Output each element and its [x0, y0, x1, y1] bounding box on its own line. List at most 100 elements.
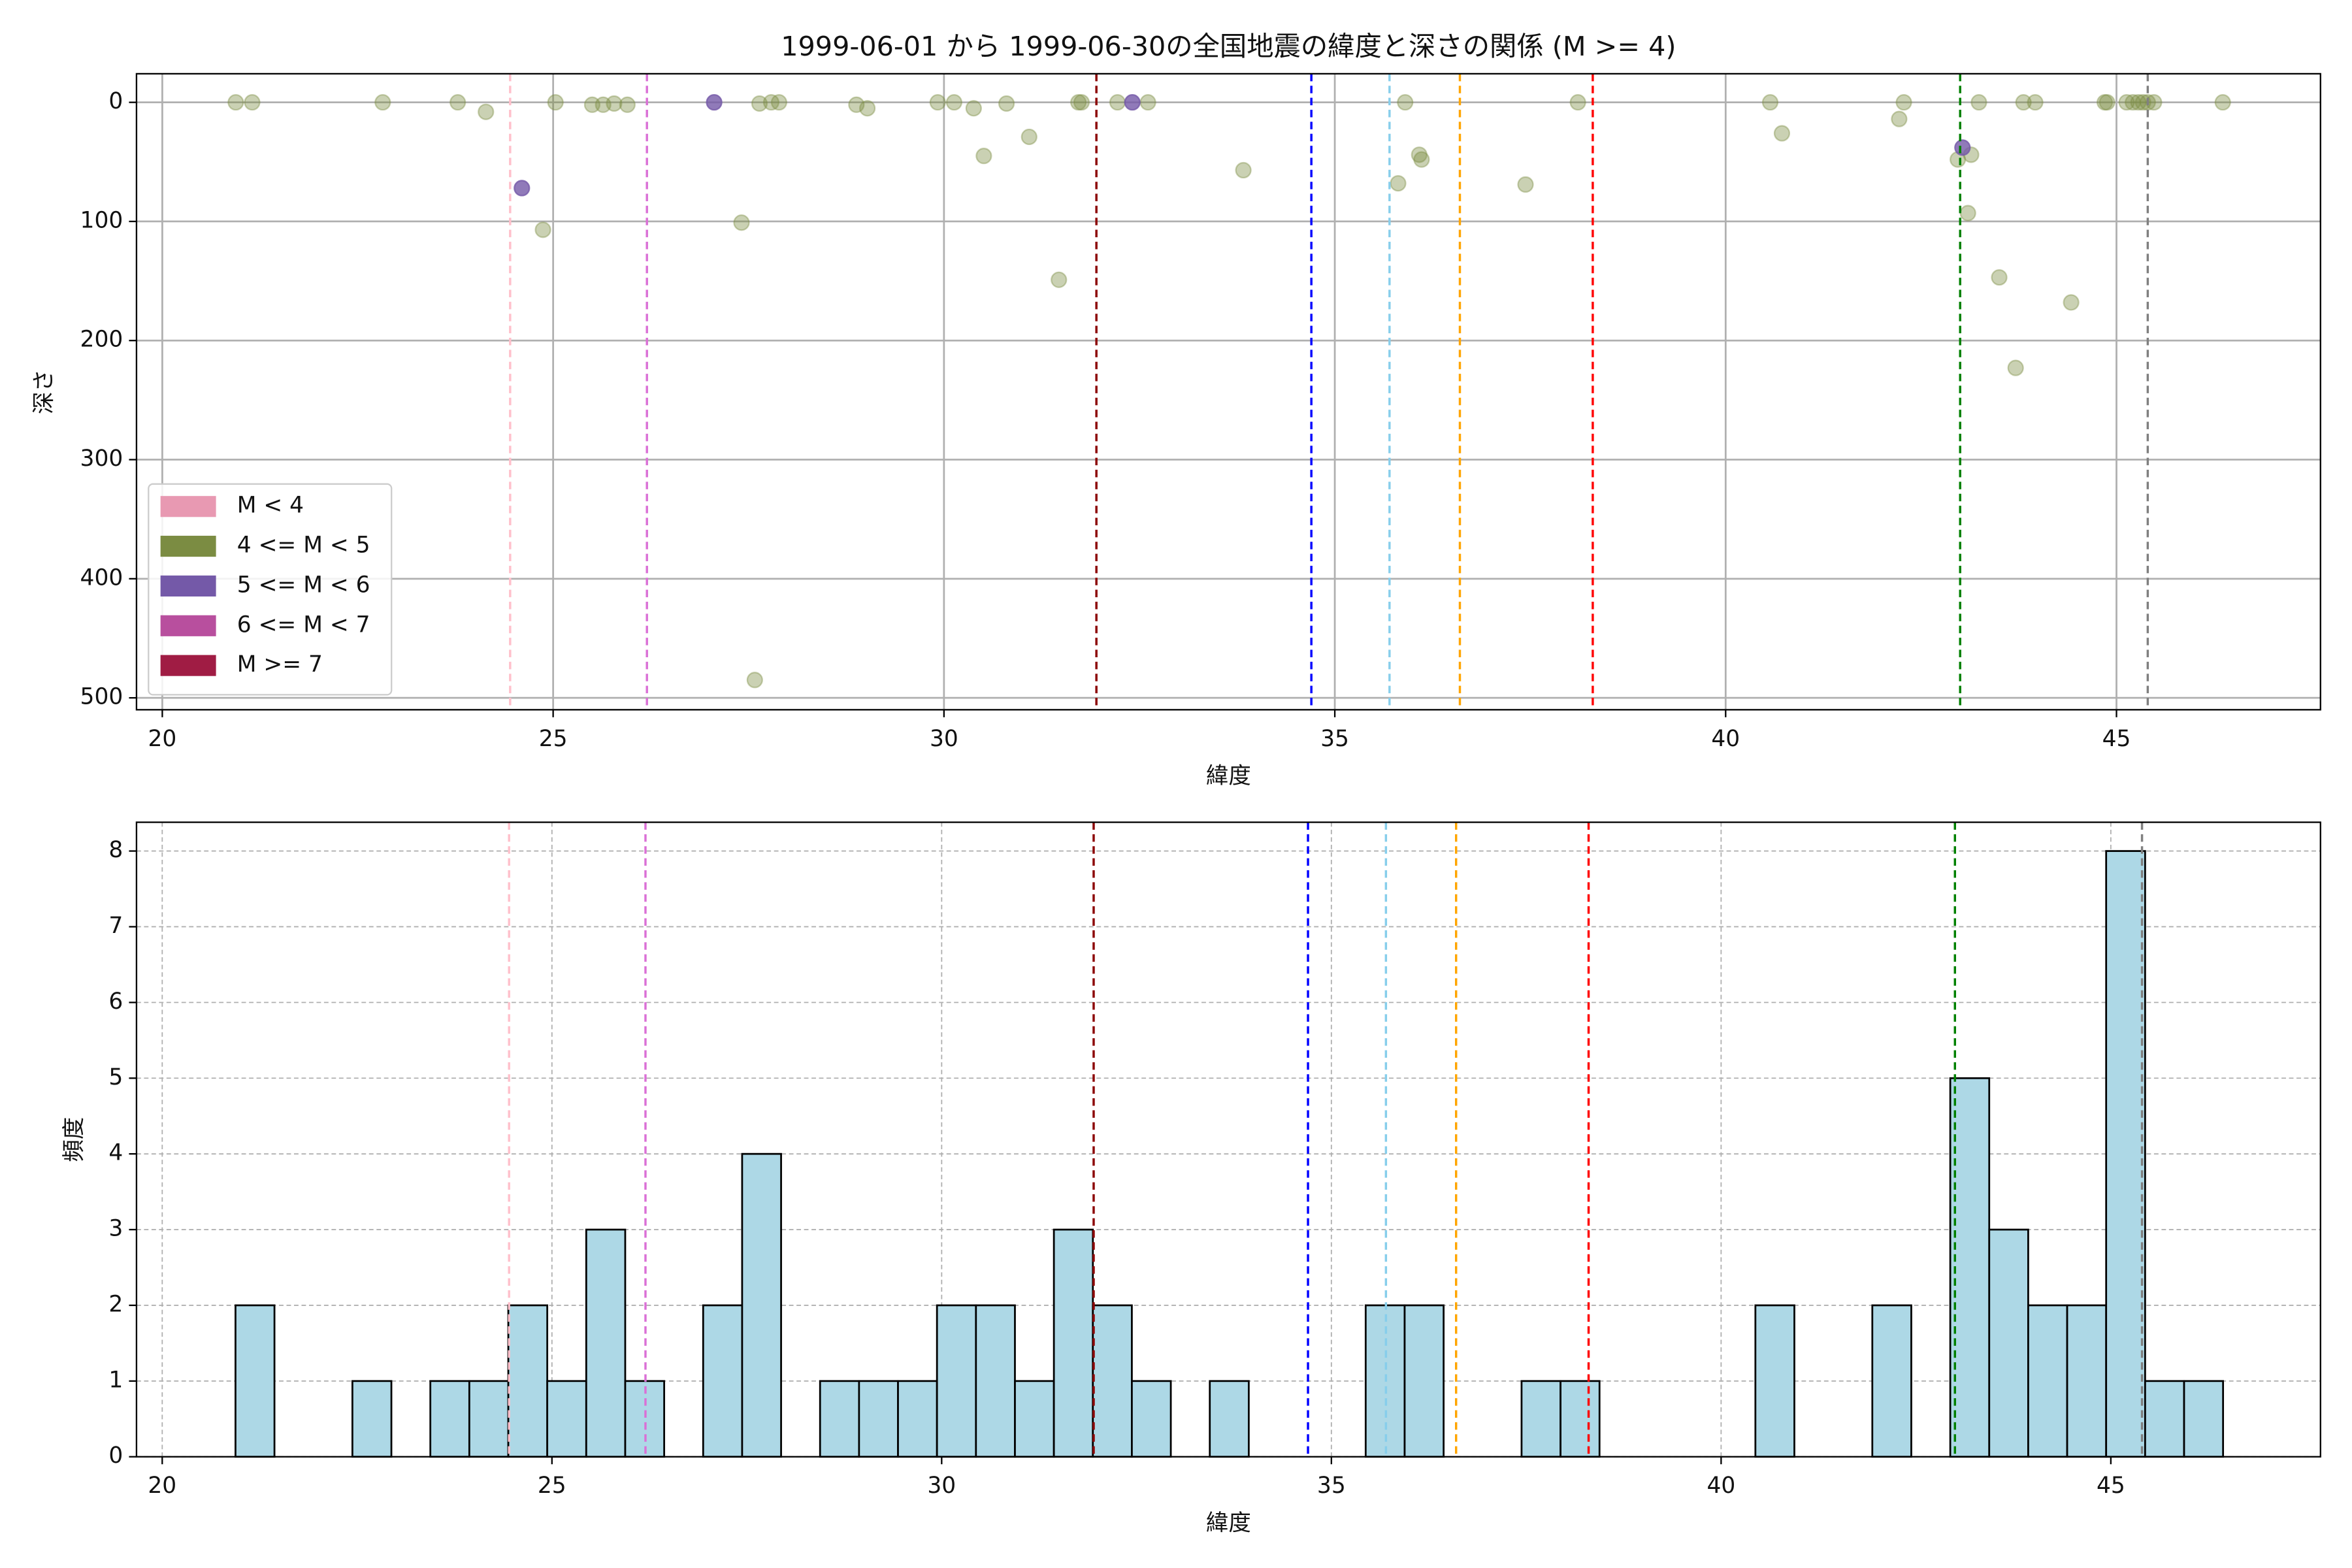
point	[1569, 94, 1586, 111]
chart-title: 1999-06-01 から 1999-06-30の全国地震の緯度と深さの関係 (…	[781, 31, 1676, 62]
legend-swatch	[160, 615, 216, 636]
bar	[2105, 850, 2146, 1458]
bar	[975, 1304, 1016, 1458]
point	[1124, 94, 1141, 111]
point	[1517, 176, 1534, 193]
bar	[546, 1380, 587, 1458]
y-tick-label: 2	[108, 1291, 123, 1317]
point	[1397, 94, 1414, 111]
legend-swatch	[160, 496, 216, 517]
bar	[2066, 1304, 2108, 1458]
point	[534, 221, 551, 238]
point	[1991, 269, 2008, 286]
y-axis-label: 頻度	[61, 1117, 87, 1162]
y-tick-label: 4	[108, 1140, 123, 1166]
point	[583, 96, 601, 113]
point	[2027, 94, 2044, 111]
x-tick-label: 45	[2102, 726, 2131, 752]
point	[1959, 204, 1976, 221]
x-axis-label: 緯度	[1206, 1511, 1251, 1537]
bar	[429, 1380, 470, 1458]
point	[1070, 94, 1087, 111]
y-tick-label: 6	[108, 988, 123, 1015]
x-tick-label: 20	[148, 726, 177, 752]
point	[762, 94, 780, 111]
legend-label: 6 <= M < 7	[237, 612, 370, 638]
bar	[702, 1304, 743, 1458]
point	[2063, 294, 2080, 311]
point	[1895, 94, 1912, 111]
bar	[1092, 1304, 1133, 1458]
point	[929, 94, 946, 111]
y-tick-label: 0	[108, 1443, 123, 1469]
y-tick-label: 0	[108, 88, 123, 114]
point	[449, 94, 466, 111]
x-tick-label: 35	[1320, 726, 1349, 752]
point	[244, 94, 261, 111]
plot-frame	[135, 73, 2321, 711]
bar	[585, 1228, 627, 1458]
x-tick-label: 40	[1711, 726, 1740, 752]
bar	[1949, 1077, 1991, 1458]
bar	[1403, 1304, 1445, 1458]
point	[227, 94, 244, 111]
point	[1761, 94, 1779, 111]
point	[1051, 271, 1068, 288]
point	[945, 94, 963, 111]
point	[1073, 94, 1090, 111]
point	[478, 103, 495, 120]
point	[2125, 94, 2142, 111]
bar	[1871, 1304, 1912, 1458]
y-tick-label: 3	[108, 1216, 123, 1242]
legend-swatch	[160, 575, 216, 597]
y-tick-label: 100	[80, 207, 123, 233]
bar	[936, 1304, 977, 1458]
bar	[1209, 1380, 1250, 1458]
x-tick-label: 30	[927, 1473, 956, 1499]
legend-label: 5 <= M < 6	[237, 572, 370, 598]
point	[2099, 94, 2115, 111]
y-tick-label: 200	[80, 327, 123, 353]
bar	[468, 1380, 510, 1458]
point	[547, 94, 564, 111]
point	[1954, 139, 1971, 156]
point	[1891, 110, 1908, 127]
bar	[1754, 1304, 1795, 1458]
legend-swatch	[160, 536, 216, 557]
point	[1413, 151, 1430, 168]
point	[2007, 359, 2024, 376]
plot-frame	[135, 821, 2321, 1458]
bar	[819, 1380, 860, 1458]
point	[975, 148, 992, 165]
x-tick-label: 25	[539, 726, 568, 752]
legend-label: 4 <= M < 5	[237, 532, 370, 559]
point	[514, 180, 531, 197]
point	[2146, 94, 2163, 111]
point	[1139, 94, 1156, 111]
bar	[1053, 1228, 1094, 1458]
x-tick-label: 45	[2097, 1473, 2125, 1499]
point	[374, 94, 391, 111]
x-tick-label: 30	[930, 726, 958, 752]
point	[2096, 94, 2114, 111]
bar	[1988, 1228, 2029, 1458]
legend-label: M >= 7	[237, 651, 323, 678]
point	[606, 95, 623, 112]
y-tick-label: 500	[80, 684, 123, 710]
x-axis-label: 緯度	[1206, 763, 1251, 789]
y-tick-label: 8	[108, 837, 123, 863]
bar	[2183, 1380, 2225, 1458]
bar	[1014, 1380, 1055, 1458]
point	[1970, 94, 1987, 111]
x-tick-label: 40	[1707, 1473, 1735, 1499]
bar	[235, 1304, 276, 1458]
y-axis-label: 深さ	[31, 369, 57, 414]
point	[751, 95, 768, 112]
x-tick-label: 35	[1317, 1473, 1346, 1499]
y-tick-label: 5	[108, 1064, 123, 1090]
bar	[1131, 1380, 1172, 1458]
point	[619, 96, 636, 113]
point	[1235, 161, 1252, 179]
x-tick-label: 25	[538, 1473, 566, 1499]
bar	[897, 1380, 938, 1458]
